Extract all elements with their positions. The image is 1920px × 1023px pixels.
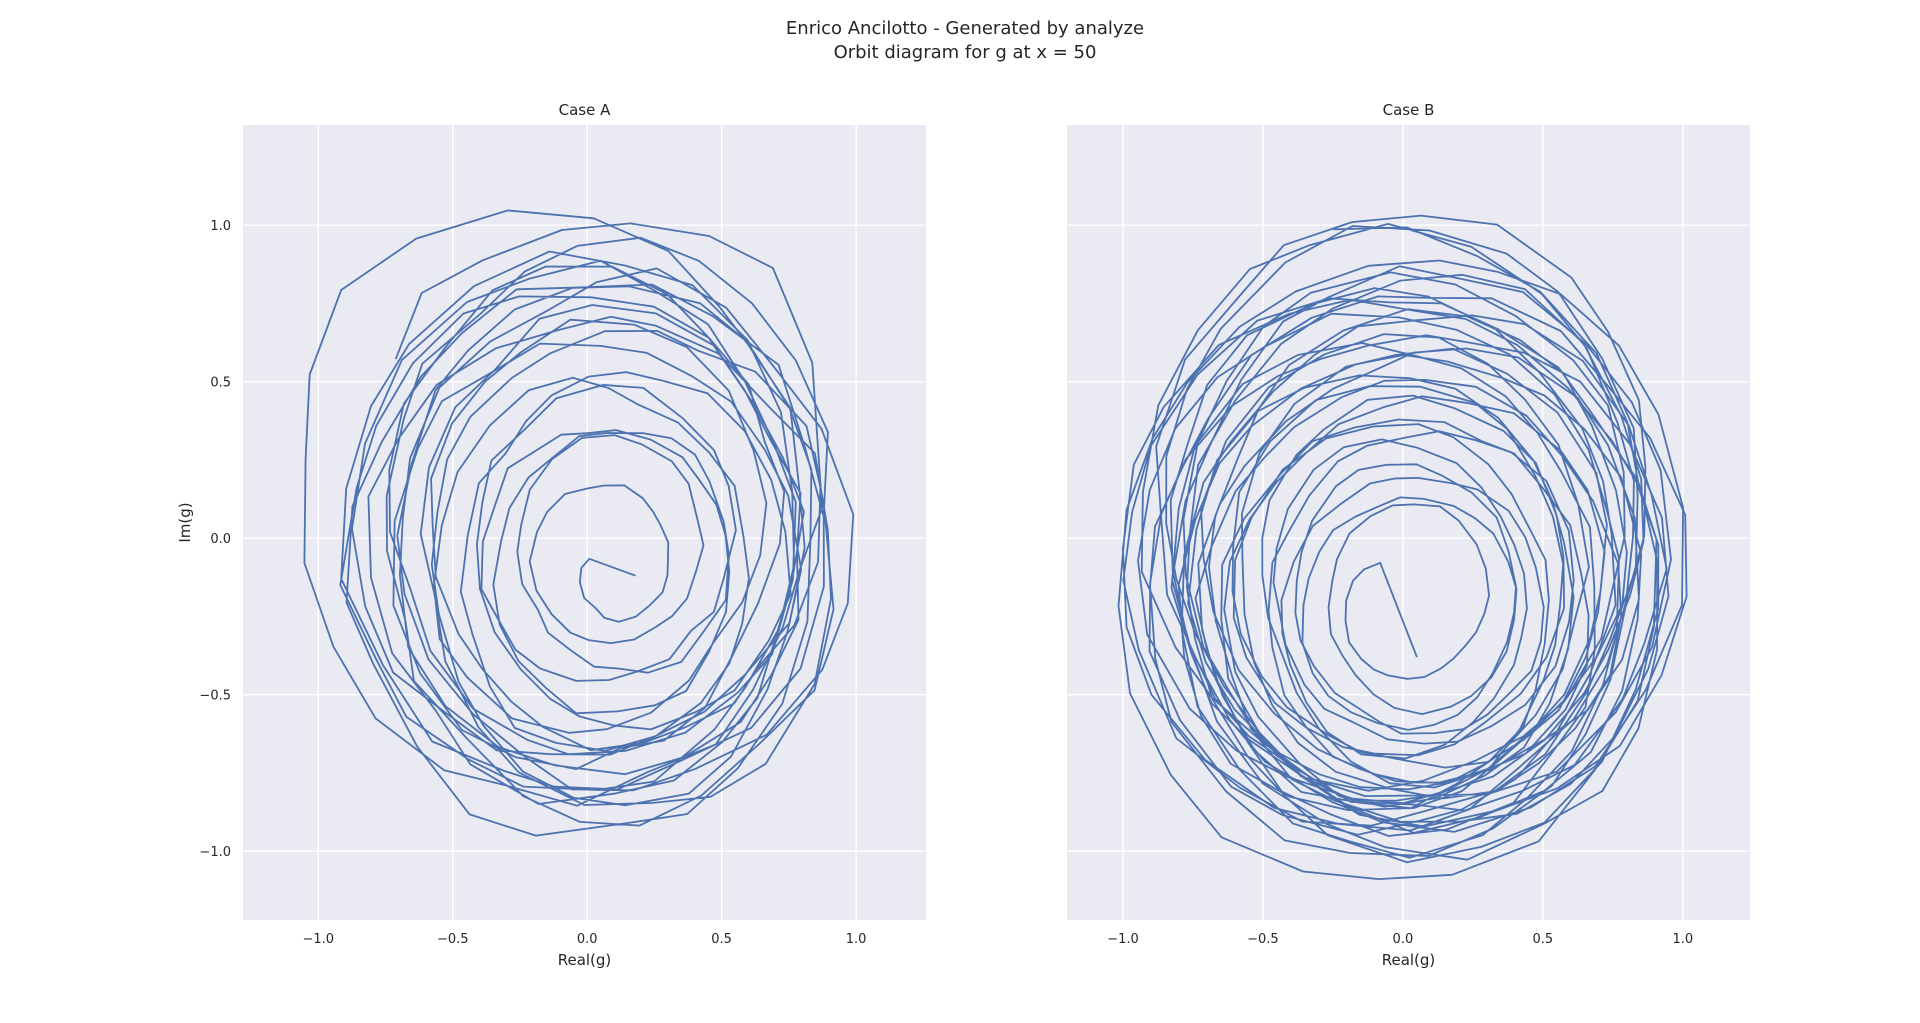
- y-tick-label: 1.0: [210, 219, 231, 234]
- x-axis-label-case-b: Real(g): [1382, 951, 1436, 969]
- x-tick-label: 0.0: [1393, 932, 1414, 947]
- y-tick-label: −0.5: [199, 689, 231, 704]
- orbit-series-case-b: [1117, 214, 1688, 880]
- axes-title-case-a: Case A: [559, 101, 611, 119]
- x-tick-label: 1.0: [846, 932, 867, 947]
- x-tick-label: 0.5: [711, 932, 732, 947]
- y-axis-label-case-a: Im(g): [176, 502, 194, 542]
- x-tick-label: −1.0: [303, 932, 335, 947]
- x-tick-label: −0.5: [1247, 932, 1279, 947]
- x-tick-label: −0.5: [437, 932, 469, 947]
- x-tick-label: 0.5: [1533, 932, 1554, 947]
- x-tick-label: 1.0: [1672, 932, 1693, 947]
- x-tick-label: 0.0: [577, 932, 598, 947]
- ticks-case-b: −1.0 −0.5 0.0 0.5 1.0: [1107, 932, 1693, 947]
- grid-case-a: [243, 125, 926, 920]
- axes-title-case-b: Case B: [1383, 101, 1435, 119]
- y-tick-label: 0.5: [210, 376, 231, 391]
- x-axis-label-case-a: Real(g): [558, 951, 612, 969]
- y-tick-label: −1.0: [199, 845, 231, 860]
- y-tick-label: 0.0: [210, 532, 231, 547]
- orbit-series-case-a: [303, 209, 855, 837]
- orbit-line-case-b: [1117, 214, 1688, 880]
- figure-title-line2: Orbit diagram for g at x = 50: [834, 42, 1097, 63]
- x-tick-label: −1.0: [1107, 932, 1139, 947]
- figure-title-line1: Enrico Ancilotto - Generated by analyze: [786, 18, 1144, 39]
- ticks-case-a: −1.0 −0.5 0.0 0.5 1.0 −1.0 −0.5 0.0 0.5 1.0: [199, 219, 866, 947]
- orbit-line-case-a: [303, 209, 855, 837]
- axes-case-a: Case A −1.0 −0.5 0.0 0.5 1.0 −1.0 −0.5 0.0 0.5 1.…: [176, 101, 926, 969]
- axes-case-b: Case B −1.0 −0.5 0.0 0.5 1.0 Real(g): [1067, 101, 1750, 969]
